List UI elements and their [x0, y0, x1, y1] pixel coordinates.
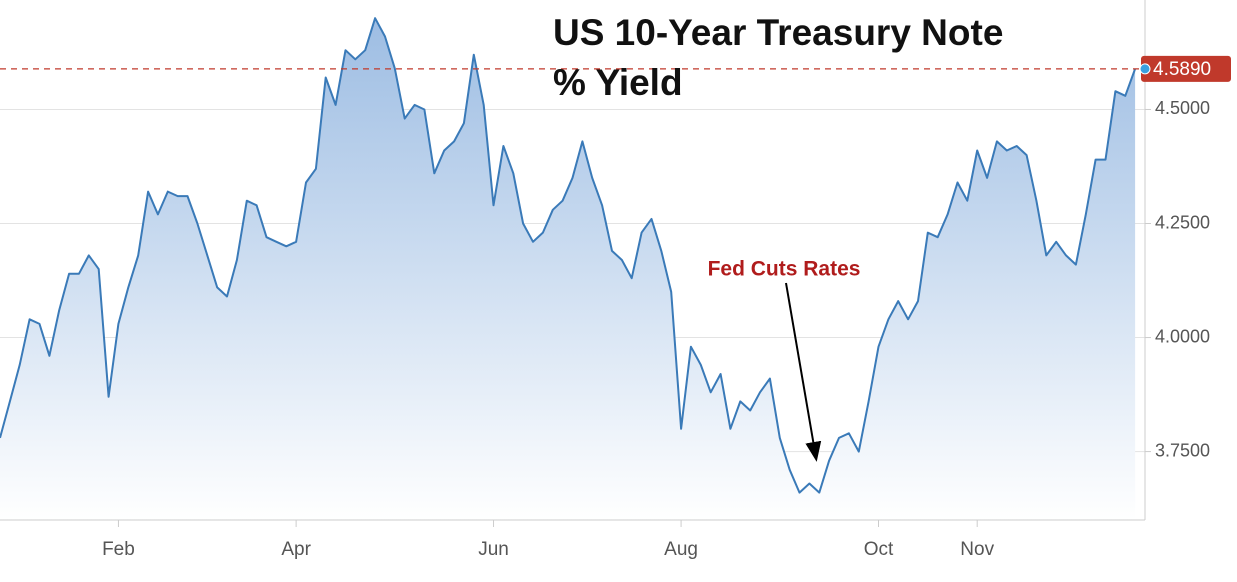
y-tick-label: 4.0000	[1155, 326, 1210, 346]
current-value-dot	[1139, 63, 1151, 75]
annotation: Fed Cuts Rates	[708, 258, 861, 281]
x-tick-label: Aug	[664, 539, 698, 560]
annotation-arrow	[785, 282, 822, 462]
chart-title: US 10-Year Treasury Note	[553, 12, 1003, 53]
area	[0, 18, 1136, 520]
x-tick-label: Oct	[864, 539, 894, 560]
current-value-label: 4.5890	[1153, 59, 1211, 80]
y-tick-label: 4.5000	[1155, 98, 1210, 118]
current-value-badge	[1141, 55, 1231, 82]
plot	[0, 17, 1137, 520]
line	[0, 17, 1137, 494]
x-tick-label: Jun	[478, 539, 509, 560]
chart-title: % Yield	[553, 62, 683, 103]
y-tick-label: 3.7500	[1155, 440, 1210, 460]
labels: 3.7500 4.0000 4.2500 4.5000 Feb Apr Jun Aug Oct N…	[0, 55, 1231, 560]
x-tick-label: Nov	[960, 539, 994, 560]
x-tick-label: Apr	[281, 539, 311, 560]
annotation-box	[690, 248, 878, 294]
y-tick-label: 4.2500	[1155, 212, 1210, 232]
x-tick-label: Feb	[102, 539, 135, 560]
